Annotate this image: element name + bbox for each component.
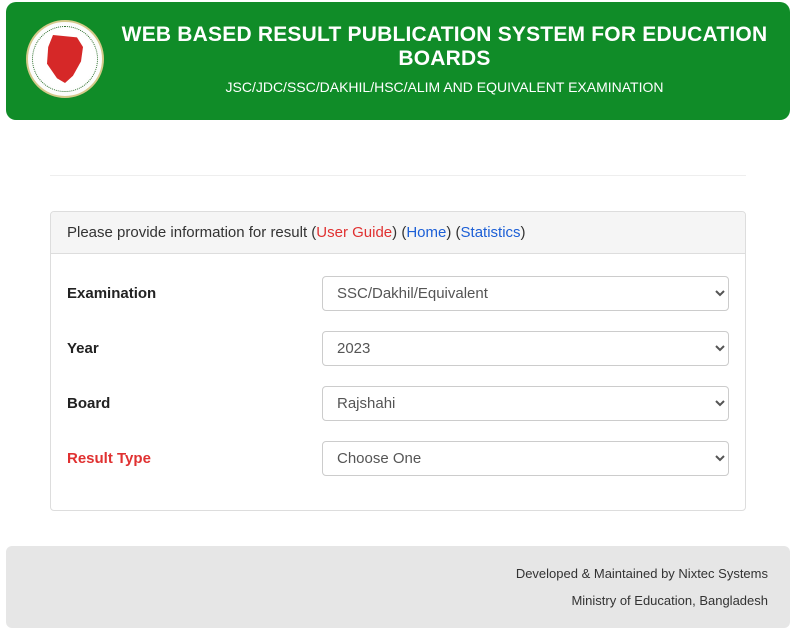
- select-year[interactable]: 2023: [322, 331, 729, 366]
- row-examination: Examination SSC/Dakhil/Equivalent: [67, 266, 729, 321]
- select-result-type[interactable]: Choose One: [322, 441, 729, 476]
- panel-close: ): [521, 224, 526, 241]
- logo-map-icon: [45, 35, 85, 83]
- panel-body: Examination SSC/Dakhil/Equivalent Year 2…: [51, 254, 745, 510]
- panel-sep1: ) (: [392, 224, 406, 241]
- label-year: Year: [67, 340, 322, 357]
- page-header: WEB BASED RESULT PUBLICATION SYSTEM FOR …: [6, 2, 790, 120]
- form-panel: Please provide information for result (U…: [50, 211, 746, 511]
- label-examination: Examination: [67, 285, 322, 302]
- page-footer: Developed & Maintained by Nixtec Systems…: [6, 546, 790, 628]
- label-board: Board: [67, 395, 322, 412]
- divider: [50, 175, 746, 176]
- label-result-type: Result Type: [67, 450, 322, 467]
- header-title: WEB BASED RESULT PUBLICATION SYSTEM FOR …: [119, 23, 770, 71]
- home-link[interactable]: Home: [406, 224, 446, 241]
- row-year: Year 2023: [67, 321, 729, 376]
- row-board: Board Rajshahi: [67, 376, 729, 431]
- panel-sep2: ) (: [446, 224, 460, 241]
- header-subtitle: JSC/JDC/SSC/DAKHIL/HSC/ALIM AND EQUIVALE…: [119, 79, 770, 95]
- panel-header: Please provide information for result (U…: [51, 212, 745, 254]
- select-board[interactable]: Rajshahi: [322, 386, 729, 421]
- user-guide-link[interactable]: User Guide: [316, 224, 392, 241]
- logo: [26, 20, 104, 98]
- header-text: WEB BASED RESULT PUBLICATION SYSTEM FOR …: [119, 23, 770, 95]
- footer-line2: Ministry of Education, Bangladesh: [28, 593, 768, 608]
- footer-line1: Developed & Maintained by Nixtec Systems: [28, 566, 768, 581]
- panel-intro-text: Please provide information for result (: [67, 224, 316, 241]
- select-examination[interactable]: SSC/Dakhil/Equivalent: [322, 276, 729, 311]
- row-result-type: Result Type Choose One: [67, 431, 729, 486]
- statistics-link[interactable]: Statistics: [461, 224, 521, 241]
